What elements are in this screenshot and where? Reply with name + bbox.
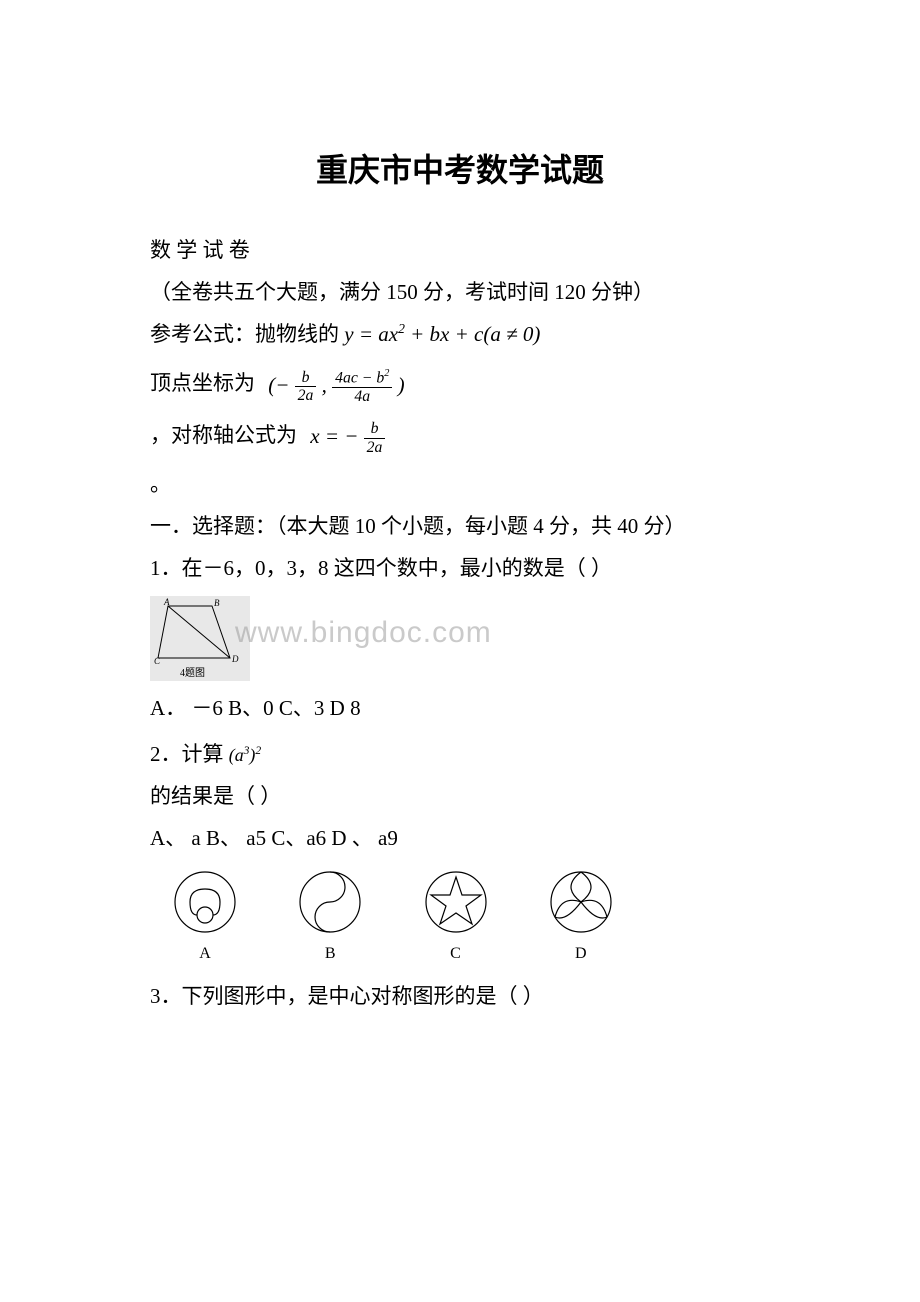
q3-figures-row: A B C D — [150, 867, 770, 969]
section-1-heading: 一．选择题：（本大题 10 个小题，每小题 4 分，共 40 分） — [150, 507, 770, 547]
svg-text:C: C — [154, 656, 161, 666]
vertex-open: (− — [268, 373, 289, 397]
axis-formula: x = − b 2a — [310, 417, 385, 457]
svg-text:A: A — [163, 597, 170, 607]
q1-options: A． －6 B、0 C、3 D 8 — [150, 689, 770, 729]
q1-figure: A B C D 4题图 www.bingdoc.com — [150, 596, 250, 681]
reference-formula-line: 参考公式：抛物线的 y = ax2 + bx + c(a ≠ 0) — [150, 315, 770, 355]
q3-figure-b: B — [275, 867, 385, 969]
vertex-num-2: 4ac − b2 — [332, 368, 392, 388]
q3-label-d: D — [526, 939, 636, 969]
vertex-close: ) — [398, 373, 405, 397]
vertex-label: 顶点坐标为 — [150, 371, 255, 395]
q2-base: a — [235, 745, 244, 765]
subtitle: 数 学 试 卷 — [150, 231, 770, 271]
parabola-formula: y = ax2 + bx + c(a ≠ 0) — [344, 322, 540, 346]
axis-den: 2a — [364, 439, 386, 456]
vertex-frac-2: 4ac − b2 4a — [332, 368, 392, 405]
exam-info: （全卷共五个大题，满分 150 分，考试时间 120 分钟） — [150, 273, 770, 313]
circle-loop-icon — [165, 867, 245, 937]
axis-frac: b 2a — [364, 420, 386, 456]
yinyang-icon — [290, 867, 370, 937]
q3-figure-d: D — [526, 867, 636, 969]
svg-text:B: B — [214, 598, 220, 608]
three-leaf-icon — [541, 867, 621, 937]
q2-inner-exp: 3 — [244, 744, 250, 757]
q2-outer-exp: 2 — [255, 744, 261, 757]
vertex-formula: (− b 2a , 4ac − b2 4a ) — [268, 366, 404, 406]
svg-text:4题图: 4题图 — [180, 667, 205, 679]
q3-text: 3．下列图形中，是中心对称图形的是（ ） — [150, 977, 770, 1017]
axis-num: b — [364, 420, 386, 438]
vertex-frac-1: b 2a — [295, 369, 317, 405]
vertex-num-1: b — [295, 369, 317, 387]
q3-label-a: A — [150, 939, 260, 969]
q2-prefix: 2．计算 — [150, 742, 224, 766]
q1-text: 1．在－6，0，3，8 这四个数中，最小的数是（ ） — [150, 549, 770, 589]
vertex-line: 顶点坐标为 (− b 2a , 4ac − b2 4a ) — [150, 364, 770, 405]
star-circle-icon — [416, 867, 496, 937]
watermark-text: www.bingdoc.com — [235, 604, 492, 661]
q3-label-c: C — [401, 939, 511, 969]
page-title: 重庆市中考数学试题 — [150, 140, 770, 201]
period-line: 。 — [150, 465, 770, 505]
q2-line-1: 2．计算 (a3)2 — [150, 735, 770, 775]
q2-suffix: 的结果是（ ） — [150, 777, 770, 817]
q3-figure-a: A — [150, 867, 260, 969]
vertex-comma: , — [322, 373, 333, 397]
axis-lhs: x = − — [310, 424, 358, 448]
vertex-den-2: 4a — [332, 388, 392, 405]
formula-label: 参考公式：抛物线的 — [150, 322, 339, 346]
q2-options: A、 a B、 a5 C、a6 D 、 a9 — [150, 819, 770, 859]
vertex-den-1: 2a — [295, 387, 317, 404]
q3-label-b: B — [275, 939, 385, 969]
q3-figure-c: C — [401, 867, 511, 969]
axis-label: ，对称轴公式为 — [150, 423, 297, 447]
axis-line: ，对称轴公式为 x = − b 2a — [150, 416, 770, 457]
q2-expression: (a3)2 — [229, 745, 261, 765]
